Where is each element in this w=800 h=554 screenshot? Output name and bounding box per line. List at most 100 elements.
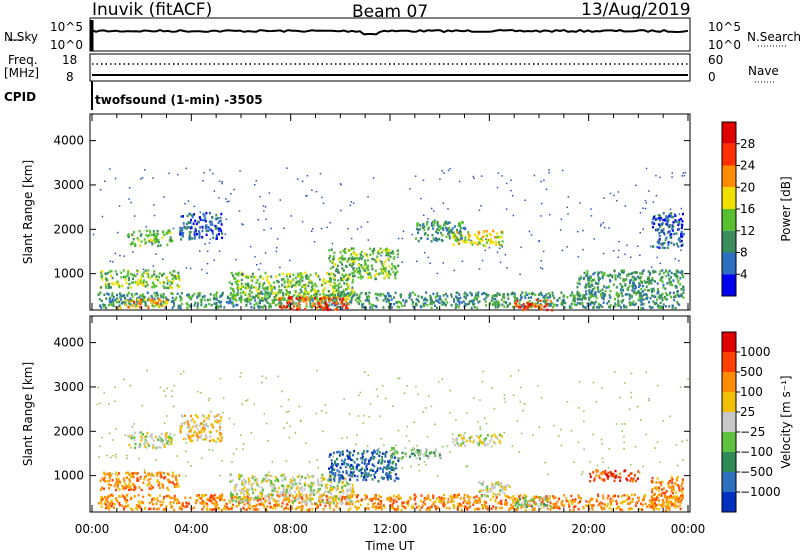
velocity-region-5: [328, 449, 400, 483]
scatter-point: [356, 228, 359, 230]
data-cell: [317, 304, 320, 308]
scatter-point: [185, 267, 188, 269]
data-cell: [171, 277, 174, 281]
data-cell: [182, 232, 185, 235]
data-cell: [318, 499, 320, 502]
data-cell: [323, 492, 326, 496]
data-cell: [340, 501, 343, 505]
data-cell: [297, 298, 300, 302]
data-cell: [359, 299, 362, 303]
data-cell: [262, 477, 265, 481]
data-cell: [633, 493, 636, 497]
data-cell: [330, 484, 333, 488]
data-cell: [405, 299, 408, 303]
data-cell: [211, 496, 214, 499]
data-cell: [164, 476, 167, 479]
data-cell: [173, 483, 176, 486]
data-cell: [144, 269, 147, 272]
data-cell: [268, 502, 271, 505]
data-cell: [148, 234, 151, 237]
data-cell: [641, 281, 643, 284]
data-cell: [570, 499, 573, 503]
data-cell: [608, 300, 610, 303]
scatter-point: [202, 179, 204, 182]
data-cell: [366, 265, 369, 268]
data-cell: [492, 495, 494, 499]
data-cell: [655, 298, 658, 301]
data-cell: [307, 292, 310, 296]
data-cell: [500, 499, 503, 503]
data-cell: [135, 472, 138, 476]
data-cell: [642, 306, 645, 310]
data-cell: [282, 495, 285, 498]
data-cell: [333, 281, 336, 285]
data-cell: [269, 484, 272, 487]
data-cell: [429, 498, 432, 502]
data-cell: [249, 302, 252, 305]
data-cell: [246, 297, 249, 301]
data-cell: [662, 212, 665, 215]
data-cell: [130, 476, 133, 479]
data-cell: [496, 235, 499, 239]
data-cell: [459, 233, 462, 236]
data-cell: [329, 491, 332, 494]
data-cell: [430, 306, 433, 310]
data-cell: [485, 293, 488, 297]
data-cell: [330, 474, 333, 477]
data-cell: [211, 223, 214, 226]
data-cell: [286, 299, 288, 303]
data-cell: [259, 275, 262, 278]
data-cell: [178, 507, 181, 511]
data-cell: [376, 467, 379, 470]
data-cell: [579, 298, 582, 301]
data-cell: [348, 503, 351, 506]
data-cell: [597, 302, 600, 306]
data-cell: [540, 308, 543, 311]
data-cell: [139, 443, 142, 446]
data-cell: [606, 504, 609, 508]
data-cell: [181, 234, 184, 237]
velocity-panel: [89, 315, 691, 513]
data-cell: [270, 275, 273, 278]
data-cell: [114, 281, 117, 284]
data-cell: [289, 481, 292, 484]
data-cell: [144, 445, 147, 448]
data-cell: [137, 302, 140, 305]
data-cell: [641, 284, 644, 288]
data-cell: [548, 304, 551, 307]
data-cell: [462, 226, 465, 230]
data-cell: [118, 292, 121, 295]
data-cell: [188, 231, 191, 234]
data-cell: [170, 442, 173, 446]
data-cell: [533, 502, 536, 506]
data-cell: [182, 215, 184, 218]
data-cell: [337, 286, 340, 289]
data-cell: [601, 296, 604, 300]
data-cell: [238, 298, 241, 301]
data-cell: [316, 302, 319, 305]
data-cell: [658, 499, 661, 502]
data-cell: [107, 286, 110, 290]
data-cell: [316, 504, 319, 507]
data-cell: [100, 499, 103, 502]
data-cell: [668, 215, 671, 218]
data-cell: [303, 285, 306, 288]
data-cell: [355, 500, 358, 503]
data-cell: [492, 505, 495, 508]
data-cell: [241, 481, 244, 485]
data-cell: [616, 502, 619, 506]
scatter-point: [128, 187, 131, 189]
data-cell: [179, 430, 182, 434]
data-cell: [456, 508, 459, 511]
data-cell: [348, 263, 351, 267]
data-cell: [447, 497, 450, 501]
data-cell: [291, 308, 294, 311]
data-cell: [514, 304, 517, 307]
data-cell: [599, 501, 602, 504]
data-cell: [185, 302, 188, 305]
data-cell: [626, 498, 629, 502]
scatter-point: [336, 271, 339, 274]
data-cell: [220, 223, 223, 226]
nsky-tick-bottom: 10^0: [50, 38, 83, 52]
scatter-point: [290, 215, 292, 217]
